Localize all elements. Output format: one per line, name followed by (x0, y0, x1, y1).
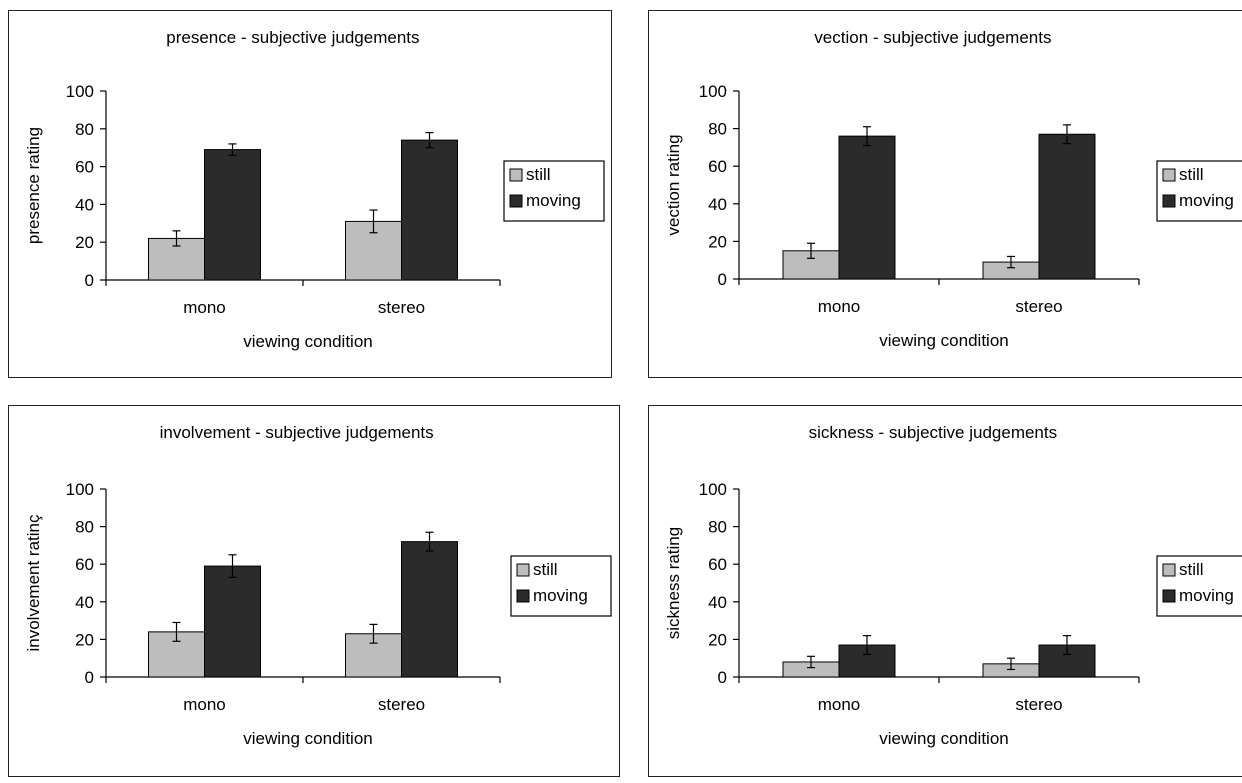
bar-moving-stereo (1038, 133, 1096, 280)
y-tick-label: 0 (718, 270, 727, 289)
y-tick-label: 100 (699, 480, 727, 499)
error-bar-still-mono (807, 242, 815, 259)
x-axis-label: viewing condition (243, 332, 372, 351)
x-tick-label: stereo (378, 695, 425, 714)
legend-swatch-moving (509, 194, 523, 208)
y-tick-label: 60 (708, 157, 727, 176)
bar-moving-mono (204, 565, 261, 678)
error-bar-moving-mono (228, 143, 237, 156)
y-tick-label: 80 (708, 120, 727, 139)
error-bar-moving-mono (863, 126, 871, 147)
error-bar-moving-stereo (1063, 124, 1071, 145)
involvement-chart-panel: involvement - subjective judgements 0 20 40… (8, 405, 620, 777)
legend: still moving (503, 160, 605, 222)
legend-swatch-still (509, 168, 523, 182)
error-bar-moving-mono (863, 635, 871, 656)
bar-moving-stereo (401, 139, 458, 281)
error-bar-moving-stereo (425, 531, 434, 552)
legend-label-moving: moving (526, 191, 581, 210)
chart-title: sickness - subjective judgements (809, 423, 1058, 442)
legend-swatch-moving (516, 589, 530, 603)
y-tick-label: 0 (85, 668, 94, 687)
legend-swatch-still (1162, 168, 1176, 182)
y-tick-label: 100 (66, 480, 94, 499)
bar-moving-mono (838, 135, 896, 280)
y-tick-label: 40 (708, 195, 727, 214)
y-tick-label: 80 (708, 518, 727, 537)
chart-title: presence - subjective judgements (166, 28, 419, 47)
y-tick-label: 20 (708, 232, 727, 251)
y-axis-label: involvement ratinç (24, 514, 43, 652)
y-tick-label: 0 (85, 271, 94, 290)
legend-swatch-moving (1162, 194, 1176, 208)
legend-label-still: still (533, 560, 558, 579)
error-bar-still-mono (172, 230, 181, 247)
x-axis-label: viewing condition (879, 729, 1008, 748)
y-tick-label: 0 (718, 668, 727, 687)
error-bar-moving-stereo (425, 131, 434, 149)
x-tick-label: stereo (378, 298, 425, 317)
x-tick-label: mono (818, 297, 861, 316)
bar-moving-stereo (401, 541, 458, 678)
legend-label-moving: moving (1179, 191, 1234, 210)
x-tick-label: mono (183, 695, 226, 714)
y-tick-label: 20 (708, 630, 727, 649)
error-bar-moving-stereo (1063, 635, 1071, 656)
vection-chart: vection - subjective judgements 0 20 40 60 80… (664, 28, 1242, 350)
error-bar-still-stereo (369, 209, 378, 234)
y-axis-label: sickness rating (664, 527, 683, 639)
x-tick-label: stereo (1015, 297, 1062, 316)
error-bar-still-mono (807, 655, 815, 669)
y-tick-label: 20 (75, 630, 94, 649)
y-tick-label: 40 (75, 593, 94, 612)
presence-chart: presence - subjective judgements 0 20 40 60 8… (24, 28, 605, 351)
error-bar-still-stereo (1007, 657, 1015, 671)
x-tick-label: stereo (1015, 695, 1062, 714)
legend-label-still: still (1179, 165, 1204, 184)
vection-chart-panel: vection - subjective judgements 0 20 40 60 80… (648, 10, 1242, 378)
y-tick-label: 100 (66, 82, 94, 101)
legend-label-moving: moving (1179, 586, 1234, 605)
x-tick-label: mono (183, 298, 226, 317)
y-tick-label: 20 (75, 233, 94, 252)
y-axis-label: presence rating (24, 127, 43, 244)
error-bar-still-mono (172, 621, 181, 642)
error-bar-still-stereo (1007, 255, 1015, 269)
legend-label-still: still (1179, 560, 1204, 579)
bar-moving-mono (204, 149, 261, 281)
y-tick-label: 100 (699, 82, 727, 101)
legend: still moving (1156, 555, 1242, 617)
chart-title: vection - subjective judgements (814, 28, 1051, 47)
legend-label-moving: moving (533, 586, 588, 605)
y-axis-label: vection rating (664, 134, 683, 235)
y-tick-label: 40 (708, 593, 727, 612)
involvement-chart: involvement - subjective judgements 0 20 40… (24, 423, 612, 748)
x-axis-label: viewing condition (243, 729, 372, 748)
legend-swatch-still (1162, 563, 1176, 577)
y-tick-label: 60 (75, 158, 94, 177)
error-bar-still-stereo (369, 623, 378, 644)
y-tick-label: 40 (75, 195, 94, 214)
legend-label-still: still (526, 165, 551, 184)
y-tick-label: 60 (75, 555, 94, 574)
legend: still moving (510, 555, 612, 617)
sickness-chart-panel: sickness - subjective judgements 0 20 40 60 8… (648, 405, 1242, 777)
y-tick-label: 80 (75, 120, 94, 139)
error-bar-moving-mono (228, 554, 237, 578)
y-tick-label: 60 (708, 555, 727, 574)
chart-title: involvement - subjective judgements (160, 423, 434, 442)
legend-swatch-still (516, 563, 530, 577)
legend-swatch-moving (1162, 589, 1176, 603)
sickness-chart: sickness - subjective judgements 0 20 40 60 8… (664, 423, 1242, 748)
x-tick-label: mono (818, 695, 861, 714)
presence-chart-panel: presence - subjective judgements 0 20 40 60 8… (8, 10, 612, 378)
x-axis-label: viewing condition (879, 331, 1008, 350)
legend: still moving (1156, 160, 1242, 222)
y-tick-label: 80 (75, 518, 94, 537)
